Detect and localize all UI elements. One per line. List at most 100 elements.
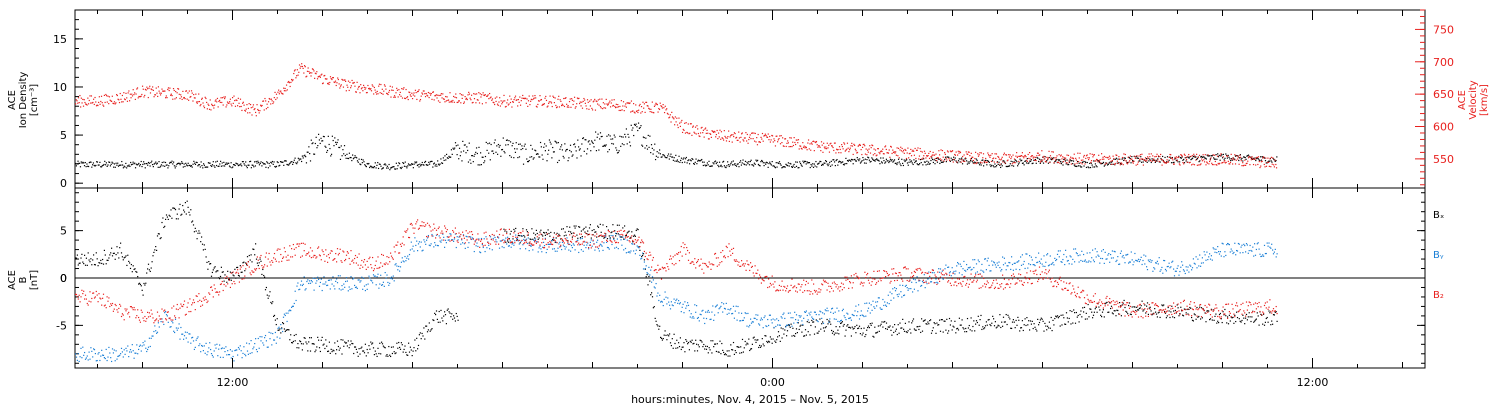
- density-point: [533, 157, 535, 159]
- b-point-0: [1276, 320, 1278, 322]
- density-point: [1127, 162, 1129, 164]
- b-point-1: [386, 274, 388, 276]
- b-point-0: [824, 327, 826, 329]
- b-point-1: [317, 276, 319, 278]
- velocity-point: [255, 115, 257, 117]
- density-point: [1096, 166, 1098, 168]
- velocity-point: [77, 97, 80, 99]
- b-point-0: [826, 318, 828, 321]
- b-point-0: [1026, 316, 1028, 319]
- density-point: [662, 154, 664, 156]
- velocity-point: [850, 145, 852, 147]
- density-point: [654, 158, 657, 161]
- velocity-point: [1203, 161, 1206, 163]
- density-point: [842, 163, 845, 166]
- velocity-point: [1111, 163, 1113, 165]
- b-point-1: [363, 277, 365, 280]
- velocity-point: [1218, 163, 1220, 165]
- velocity-point: [321, 73, 323, 75]
- velocity-point: [1144, 157, 1147, 159]
- velocity-point: [585, 105, 587, 107]
- velocity-point: [1265, 165, 1268, 167]
- velocity-point: [522, 97, 525, 100]
- density-point: [309, 160, 312, 162]
- density-point: [596, 136, 598, 138]
- density-point: [152, 166, 154, 168]
- velocity-point: [460, 102, 462, 104]
- b-point-1: [243, 346, 245, 348]
- b-point-1: [399, 270, 401, 272]
- b-point-0: [1195, 318, 1197, 320]
- density-point: [209, 162, 211, 164]
- velocity-point: [244, 110, 247, 112]
- velocity-point: [231, 97, 234, 99]
- velocity-point: [720, 138, 722, 140]
- density-point: [781, 167, 783, 169]
- velocity-point: [1252, 158, 1254, 160]
- b-point-1: [255, 338, 257, 340]
- b-point-0: [539, 231, 541, 233]
- density-point: [640, 125, 642, 127]
- velocity-point: [938, 150, 940, 152]
- b-point-0: [426, 331, 429, 333]
- velocity-point: [1033, 156, 1035, 158]
- velocity-point: [296, 75, 298, 77]
- b-point-0: [849, 327, 852, 329]
- b-point-0: [196, 238, 198, 240]
- velocity-point: [150, 88, 152, 90]
- b-point-1: [282, 316, 285, 318]
- density-point: [355, 156, 357, 158]
- b-point-1: [163, 323, 165, 326]
- b-point-0: [190, 209, 192, 211]
- velocity-point: [908, 153, 910, 155]
- b-point-1: [356, 287, 358, 290]
- velocity-point: [1153, 159, 1155, 161]
- velocity-point: [1063, 157, 1065, 159]
- density-point: [551, 157, 553, 159]
- velocity-point: [912, 149, 914, 151]
- density-point: [1047, 162, 1050, 164]
- density-point: [950, 157, 952, 159]
- b-point-0: [593, 229, 595, 231]
- velocity-point: [327, 83, 329, 85]
- density-point: [84, 161, 86, 164]
- velocity-point: [321, 82, 324, 85]
- density-point: [75, 162, 77, 165]
- density-point: [195, 161, 197, 163]
- b-point-0: [1163, 304, 1165, 306]
- velocity-point: [438, 94, 440, 97]
- b-point-0: [707, 352, 709, 354]
- velocity-point: [991, 153, 993, 155]
- density-point: [1214, 158, 1216, 160]
- b-point-1: [382, 281, 384, 283]
- velocity-point: [334, 81, 336, 84]
- velocity-point: [976, 161, 978, 163]
- b-point-0: [277, 329, 279, 331]
- velocity-point: [777, 139, 779, 141]
- velocity-point: [1055, 157, 1057, 159]
- b-point-0: [504, 230, 506, 232]
- b-point-0: [343, 345, 345, 347]
- velocity-point: [623, 110, 625, 112]
- density-point: [1140, 156, 1142, 158]
- velocity-point: [668, 117, 670, 119]
- b-point-1: [329, 288, 331, 290]
- density-point: [812, 166, 815, 168]
- b-point-1: [262, 342, 264, 344]
- density-point: [119, 164, 121, 166]
- b-point-0: [955, 332, 957, 334]
- b-point-0: [635, 229, 637, 232]
- b-point-1: [98, 352, 100, 354]
- velocity-point: [396, 87, 398, 89]
- density-point: [589, 143, 591, 145]
- density-point: [573, 143, 576, 145]
- density-point: [509, 141, 512, 143]
- density-point: [1221, 157, 1224, 159]
- b-point-0: [931, 330, 933, 332]
- velocity-point: [636, 110, 638, 112]
- velocity-point: [1148, 153, 1150, 155]
- b-point-0: [916, 326, 918, 328]
- b-point-0: [905, 331, 907, 333]
- density-point: [803, 162, 805, 164]
- b-point-0: [583, 227, 585, 230]
